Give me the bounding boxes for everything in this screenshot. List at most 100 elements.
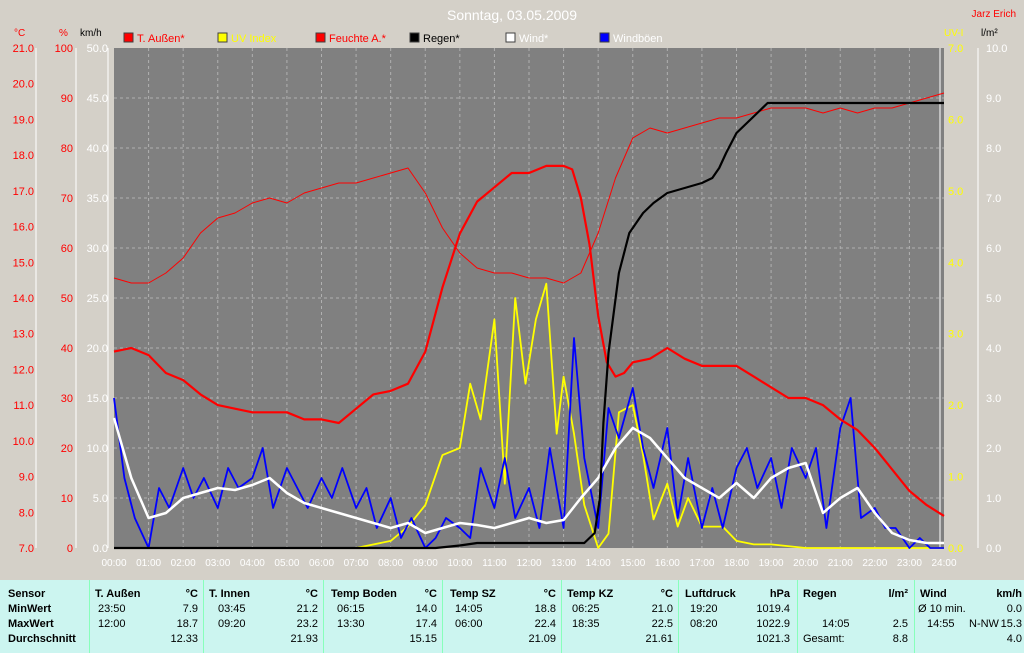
legend-swatch: [315, 32, 326, 43]
temp-tick-label: 9.0: [19, 472, 34, 484]
temp-tick-label: 21.0: [13, 43, 34, 55]
temp-tick-label: 13.0: [13, 329, 34, 341]
col-name: Luftdruck: [685, 588, 736, 600]
temp-tick-label: 10.0: [13, 436, 34, 448]
rain-tick-label: 0.0: [986, 543, 1001, 555]
rain-tick-label: 3.0: [986, 393, 1001, 405]
chart-author: Jarz Erich: [972, 9, 1016, 20]
min-time: 19:20: [690, 603, 718, 615]
x-tick-label: 20:00: [793, 558, 818, 569]
rain-tick-label: 10.0: [986, 43, 1007, 55]
col-unit: °C: [660, 588, 673, 600]
col-unit: °C: [543, 588, 556, 600]
temp-tick-label: 18.0: [13, 150, 34, 162]
col-name: T. Innen: [209, 588, 250, 600]
series-line: [113, 92, 945, 284]
uv-tick-label: 7.0: [948, 43, 963, 55]
uv-tick-label: 3.0: [948, 329, 963, 341]
summary-table: Sensor MinWert MaxWert Durchschnitt T. A…: [0, 580, 1024, 653]
unit-humidity: %: [59, 28, 68, 39]
wind-max-dir: N-NW: [969, 618, 999, 630]
x-tick-label: 01:00: [136, 558, 161, 569]
rain-tick-label: 1.0: [986, 493, 1001, 505]
humidity-tick-label: 100: [55, 43, 73, 55]
humidity-tick-label: 50: [61, 293, 73, 305]
grid: [114, 48, 944, 548]
min-value: 21.0: [651, 603, 673, 615]
col-name-regen: Regen: [803, 588, 837, 600]
legend-label: Wind*: [519, 33, 549, 45]
rain-tick-label: 4.0: [986, 343, 1001, 355]
min-value: 7.9: [182, 603, 198, 615]
legend-label: Feuchte A.*: [329, 33, 387, 45]
avg-value: 1021.3: [756, 633, 790, 645]
row-label-max: MaxWert: [8, 618, 54, 630]
series-line: [113, 337, 944, 549]
uv-tick-label: 4.0: [948, 257, 963, 269]
max-time: 18:35: [572, 618, 600, 630]
col-unit: hPa: [769, 588, 790, 600]
unit-uv: UV-I: [944, 28, 963, 39]
x-tick-label: 08:00: [378, 558, 403, 569]
regen-max-value: 2.5: [892, 618, 908, 630]
regen-total-label: Gesamt:: [803, 633, 845, 645]
avg-value: 21.09: [528, 633, 556, 645]
legend-label: T. Außen*: [137, 33, 185, 45]
wind-tick-label: 25.0: [87, 293, 108, 305]
wind-tick-label: 10.0: [87, 443, 108, 455]
legend: T. Außen* UV Index Feuchte A.* Regen* Wind* W…: [123, 32, 663, 45]
legend-label: Windböen: [613, 33, 663, 45]
x-tick-label: 23:00: [897, 558, 922, 569]
humidity-tick-label: 20: [61, 443, 73, 455]
x-tick-label: 11:00: [482, 558, 507, 569]
x-tick-label: 05:00: [274, 558, 299, 569]
regen-max-time: 14:05: [822, 618, 850, 630]
wind-tick-label: 15.0: [87, 393, 108, 405]
series-line: [112, 417, 944, 545]
x-tick-label: 12:00: [516, 558, 541, 569]
legend-swatch: [217, 32, 228, 43]
x-tick-label: 24:00: [931, 558, 956, 569]
wind-avg2-value: 4.0: [1006, 633, 1022, 645]
temp-tick-label: 20.0: [13, 79, 34, 91]
wind-avg-label: Ø 10 min.: [918, 603, 966, 615]
temp-tick-label: 11.0: [13, 400, 34, 412]
humidity-tick-label: 70: [61, 193, 73, 205]
wind-tick-label: 30.0: [87, 243, 108, 255]
rain-tick-label: 8.0: [986, 143, 1001, 155]
x-tick-label: 17:00: [689, 558, 714, 569]
rain-tick-label: 5.0: [986, 293, 1001, 305]
wind-tick-label: 20.0: [87, 343, 108, 355]
unit-temp: °C: [14, 28, 25, 39]
min-time: 14:05: [455, 603, 483, 615]
min-time: 23:50: [98, 603, 126, 615]
x-tick-label: 15:00: [620, 558, 645, 569]
wind-max-value: 15.3: [1000, 618, 1022, 630]
uv-tick-label: 2.0: [948, 400, 963, 412]
temp-tick-label: 15.0: [13, 257, 34, 269]
max-time: 09:20: [218, 618, 246, 630]
min-value: 21.2: [296, 603, 318, 615]
wind-tick-label: 50.0: [87, 43, 108, 55]
min-time: 03:45: [218, 603, 246, 615]
chart-title: Sonntag, 03.05.2009: [447, 7, 577, 23]
humidity-tick-label: 0: [67, 543, 73, 555]
x-tick-label: 06:00: [309, 558, 334, 569]
max-value: 23.2: [296, 618, 318, 630]
col-name: Temp SZ: [450, 588, 496, 600]
wind-tick-label: 35.0: [87, 193, 108, 205]
row-label-avg: Durchschnitt: [8, 633, 76, 645]
col-unit: °C: [185, 588, 198, 600]
temp-tick-label: 17.0: [13, 186, 34, 198]
rain-tick-label: 2.0: [986, 443, 1001, 455]
humidity-tick-label: 40: [61, 343, 73, 355]
max-time: 06:00: [455, 618, 483, 630]
uv-tick-label: 5.0: [948, 186, 963, 198]
legend-swatch: [599, 32, 610, 43]
legend-swatch: [409, 32, 420, 43]
x-tick-label: 16:00: [655, 558, 680, 569]
legend-swatch: [123, 32, 134, 43]
temp-tick-label: 12.0: [13, 364, 34, 376]
x-tick-label: 02:00: [171, 558, 196, 569]
min-value: 1019.4: [756, 603, 790, 615]
